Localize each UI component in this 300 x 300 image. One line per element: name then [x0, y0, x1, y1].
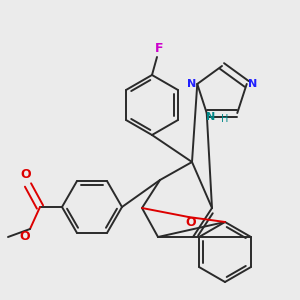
- Text: H: H: [221, 114, 228, 124]
- Text: O: O: [20, 230, 30, 244]
- Text: O: O: [21, 169, 31, 182]
- Text: N: N: [206, 112, 215, 122]
- Text: N: N: [248, 79, 257, 89]
- Text: O: O: [185, 215, 196, 229]
- Text: N: N: [187, 79, 196, 89]
- Text: F: F: [155, 41, 163, 55]
